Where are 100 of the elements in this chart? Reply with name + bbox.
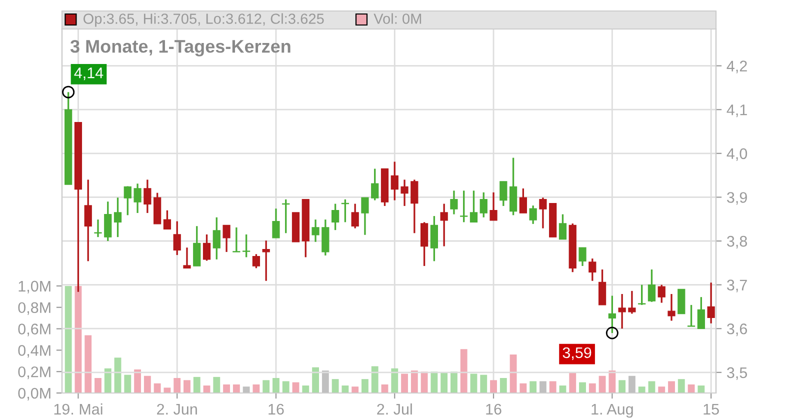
bar (410, 370, 418, 393)
bar (213, 376, 220, 393)
bar (638, 386, 646, 393)
candlestick (460, 190, 468, 224)
y2-tick-label: 1,0M (18, 280, 50, 294)
candlestick (480, 192, 488, 218)
bar (569, 372, 576, 393)
bar (174, 378, 181, 393)
candlestick (232, 226, 240, 253)
candlestick (618, 293, 626, 330)
x-tick-label: 2. Jul (377, 403, 412, 415)
y2-tick-label: 0,6M (18, 324, 50, 336)
candlestick (124, 185, 132, 216)
annotation: 3,59 (562, 347, 592, 360)
candlestick (519, 188, 527, 214)
text: Vol: 0M (374, 13, 422, 24)
candlestick (94, 218, 102, 238)
y2-tick-label: 0,2M (18, 366, 50, 380)
bar (420, 372, 428, 393)
candlestick (558, 213, 567, 240)
bar (520, 383, 527, 393)
bar (698, 386, 705, 393)
y-tick-label: 3,9 (727, 192, 747, 205)
bar (608, 370, 616, 393)
bar (242, 386, 250, 393)
bar (223, 384, 230, 393)
candlestick (331, 202, 340, 231)
bar (618, 380, 626, 393)
candlestick (598, 268, 606, 306)
bar (232, 384, 240, 393)
bar (94, 378, 102, 393)
bar (302, 386, 310, 393)
candlestick (440, 202, 448, 248)
bar (262, 380, 270, 393)
candlestick (608, 294, 616, 334)
bar (362, 379, 368, 393)
bar (450, 372, 458, 393)
y2-tick-label: 0,8M (18, 302, 50, 315)
candlestick (529, 204, 537, 225)
y-tick-label: 3,6 (727, 323, 747, 336)
bar (579, 382, 586, 393)
candlestick (668, 293, 676, 322)
bar (500, 378, 507, 393)
candlestick (242, 234, 250, 258)
x-tick-label: 1. Aug (592, 404, 633, 418)
x-tick-label: 16 (268, 404, 284, 415)
candlestick (588, 258, 596, 282)
candlestick (707, 282, 715, 324)
bar (460, 349, 468, 393)
candlestick (430, 215, 438, 262)
bar (184, 380, 190, 393)
bar (628, 376, 636, 393)
candlestick (450, 190, 458, 216)
bar (124, 374, 132, 393)
bar (272, 378, 280, 393)
x-tick-label: 19. Mai (54, 403, 102, 415)
candlestick (638, 284, 646, 306)
candlestick (212, 216, 220, 260)
bar (391, 368, 398, 393)
candlestick (193, 225, 201, 267)
bar (164, 388, 171, 393)
candlestick (351, 202, 359, 230)
candlestick (470, 190, 478, 224)
bar (282, 381, 290, 393)
bar (480, 374, 488, 393)
candlestick (648, 268, 656, 303)
bar (510, 354, 517, 393)
candlestick (400, 178, 408, 207)
candlestick (114, 196, 122, 238)
y-tick-label: 3,8 (727, 236, 747, 248)
bar (64, 286, 72, 393)
y2-tick-label: 0,0M (18, 388, 50, 400)
y-tick-label: 3,7 (727, 280, 747, 292)
candlestick (500, 180, 508, 207)
candlestick (202, 234, 211, 262)
bar (490, 380, 497, 393)
candlestick (163, 210, 172, 230)
candlestick (104, 200, 112, 242)
candlestick (371, 168, 379, 202)
bar (74, 286, 82, 393)
candlestick (658, 284, 666, 304)
bar (252, 384, 260, 393)
bar (678, 379, 685, 393)
x-tick-label: 2. Jun (157, 404, 197, 415)
candlestick (134, 182, 142, 214)
candlestick (420, 221, 428, 267)
bar (401, 374, 408, 393)
bar (322, 370, 329, 393)
bar (371, 366, 378, 393)
candlestick (578, 246, 586, 267)
bar (430, 372, 438, 393)
candlestick (312, 218, 320, 243)
bar (530, 381, 537, 393)
candlestick (490, 192, 498, 222)
bar (332, 379, 339, 393)
x-tick-label: 15 (704, 404, 719, 415)
bar (312, 367, 319, 393)
candlestick (262, 240, 270, 282)
bar (598, 376, 606, 393)
candlestick (272, 208, 280, 239)
